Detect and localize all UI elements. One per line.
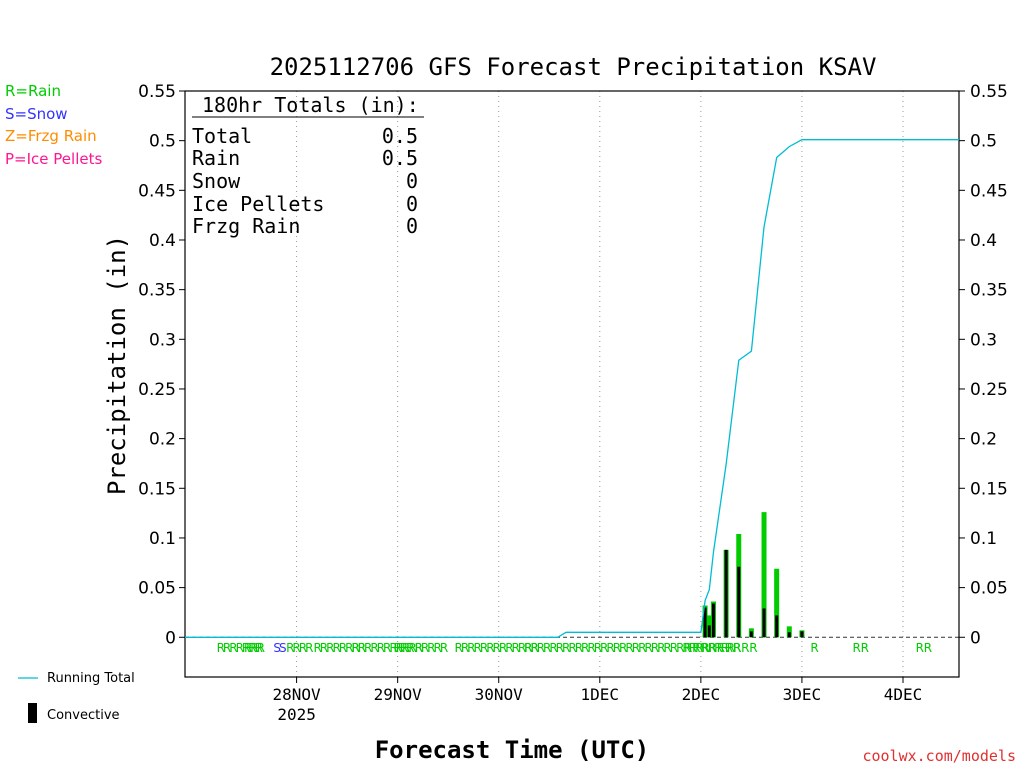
convective-bar: [775, 615, 779, 638]
precip-type-letters: RRRR: [286, 641, 313, 655]
y-tick-label-left: 0.45: [138, 181, 176, 201]
totals-frzg-label: Frzg Rain: [192, 214, 300, 238]
convective-legend-swatch: [28, 703, 37, 723]
totals-frzg-value: 0: [406, 214, 418, 238]
y-tick-label-left: 0.15: [138, 479, 176, 499]
legend-frzg-rain: Z=Frzg Rain: [5, 127, 97, 145]
totals-header: 180hr Totals (in):: [202, 93, 419, 117]
totals-box: 180hr Totals (in): Total 0.5 Rain 0.5 Sn…: [192, 93, 424, 238]
x-axis-label: Forecast Time (UTC): [375, 736, 650, 764]
convective-bar: [711, 603, 715, 638]
y-tick-label-left: 0.55: [138, 82, 176, 102]
convective-bar: [762, 608, 766, 638]
precip-type-letters: RRRRRRRRRRR: [351, 641, 422, 655]
precip-type-letters: RRR: [244, 641, 265, 655]
y-tick-label-right: 0.25: [970, 380, 1008, 400]
convective-bars: [703, 549, 804, 638]
y-tick-label-right: 0.05: [970, 579, 1008, 599]
precip-type-letters: R R: [852, 641, 868, 655]
precip-bar: [786, 626, 792, 638]
precip-type-letters: RRR: [393, 641, 414, 655]
x-tick-label: 3DEC: [783, 685, 822, 704]
y-tick-label-right: 0.1: [970, 529, 997, 549]
convective-bar: [737, 566, 741, 638]
convective-bar: [787, 632, 791, 638]
running-total-line: [185, 139, 959, 638]
totals-total-label: Total: [192, 124, 252, 148]
precip-type-letters: SS: [273, 641, 286, 655]
precip-type-letters: RRRRR: [415, 641, 448, 655]
legend-ice-pellets: P=Ice Pellets: [5, 150, 102, 168]
precip-type-letters: R R: [916, 641, 932, 655]
totals-snow-label: Snow: [192, 169, 241, 193]
x-tick-label: 2DEC: [682, 685, 721, 704]
legend-snow: S=Snow: [5, 105, 68, 123]
plot-frame: [184, 90, 960, 678]
x-tick-label: 28NOV: [273, 685, 322, 704]
y-tick-label-right: 0.2: [970, 430, 997, 450]
running-total-legend-label: Running Total: [47, 671, 135, 686]
convective-bar: [749, 631, 753, 638]
x-tick-label: 4DEC: [884, 685, 923, 704]
y-tick-label-left: 0.2: [149, 430, 176, 450]
precip-type-letters: R R R R R R R R R: [684, 641, 757, 655]
totals-ice-label: Ice Pellets: [192, 192, 324, 216]
y-tick-label-right: 0.35: [970, 281, 1008, 301]
x-tick-label: 29NOV: [374, 685, 423, 704]
totals-snow-value: 0: [406, 169, 418, 193]
y-tick-label-left: 0.25: [138, 380, 176, 400]
y-tick-label-right: 0: [970, 628, 981, 648]
convective-bar: [703, 607, 707, 638]
precip-type-letters: R: [810, 641, 818, 655]
y-tick-label-left: 0.3: [149, 330, 176, 350]
running-total-layer: [185, 139, 959, 638]
y-tick-label-left: 0.5: [149, 132, 176, 152]
precip-bar: [774, 568, 780, 638]
credit-text: coolwx.com/models: [862, 747, 1016, 765]
legend-rain: R=Rain: [5, 82, 61, 100]
x-tick-label: 1DEC: [581, 685, 620, 704]
y-tick-label-right: 0.5: [970, 132, 997, 152]
convective-bar: [707, 625, 711, 638]
convective-legend-label: Convective: [47, 708, 120, 723]
precip-bar: [761, 512, 767, 638]
x-tick-sublabel: 2025: [277, 705, 316, 724]
convective-bar: [800, 631, 804, 638]
convective-bar: [724, 549, 728, 638]
totals-rain-value: 0.5: [382, 146, 418, 170]
totals-rain-label: Rain: [192, 146, 240, 170]
y-tick-label-left: 0.1: [149, 529, 176, 549]
y-tick-label-right: 0.15: [970, 479, 1008, 499]
chart-title: 2025112706 GFS Forecast Precipitation KS…: [270, 53, 877, 81]
totals-ice-value: 0: [406, 192, 418, 216]
precip-type-letters: RRRRRRRRRRRRR: [455, 641, 539, 655]
totals-total-value: 0.5: [382, 124, 418, 148]
x-tick-label: 30NOV: [475, 685, 524, 704]
y-tick-label-left: 0.35: [138, 281, 176, 301]
precip-type-letters: RRRRRRR: [217, 641, 263, 655]
y-axis-label: Precipitation (in): [103, 235, 131, 495]
y-tick-label-left: 0.05: [138, 579, 176, 599]
y-tick-label-right: 0.45: [970, 181, 1008, 201]
y-tick-label-right: 0.3: [970, 330, 997, 350]
precip-type-letters: RRRRRRRR: [313, 641, 365, 655]
precip-type-letters: RRRRRRRRRRRRRRRRRRRRRRRRRRRRRRRRRR: [524, 641, 741, 655]
precip-type-row: RRRRRRRRRR SS RRRR RRRRRRRRRRRRRRRRRRRRRR RR…: [217, 641, 934, 655]
y-tick-label-left: 0: [165, 628, 176, 648]
y-tick-label-right: 0.4: [970, 231, 997, 251]
y-tick-label-right: 0.55: [970, 82, 1008, 102]
y-tick-label-left: 0.4: [149, 231, 176, 251]
